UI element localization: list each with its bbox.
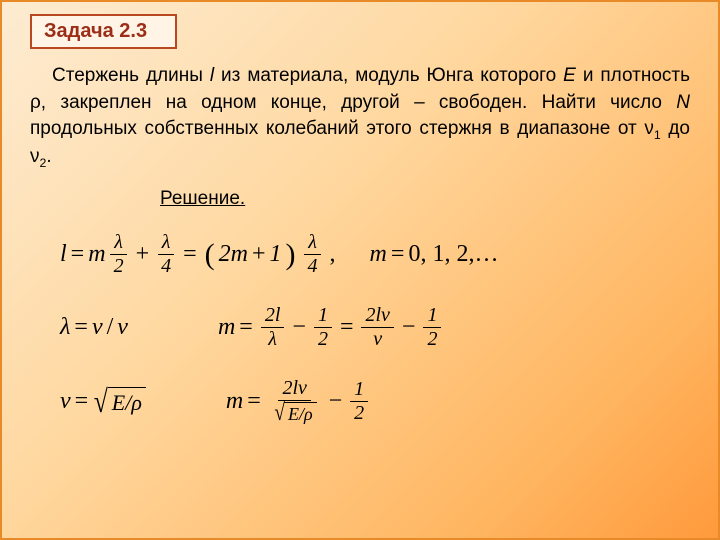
paren-r: ) [286, 238, 296, 272]
slash: / [107, 314, 114, 341]
frac-2lnu-sqrt: 2lν √ E/ρ [269, 378, 321, 424]
formula-row-3: v = √ E/ρ m = 2lν √ E/ρ − 1 [30, 378, 690, 424]
sqrt-E-rho-den: √ E/ρ [273, 402, 317, 424]
physics-slide: Задача 2.3 Стержень длины l из материала… [0, 0, 720, 540]
equals: = [71, 241, 85, 268]
equals: = [239, 314, 253, 341]
task-header-box: Задача 2.3 [30, 14, 177, 49]
var-m: m [370, 241, 387, 268]
frac-half: 1 2 [314, 305, 332, 350]
minus: − [292, 314, 306, 341]
paren-l: ( [205, 238, 215, 272]
sqrt-sign-icon: √ [274, 404, 285, 426]
frac-lambda-4: λ 4 [157, 232, 175, 277]
frac-half-b: 1 2 [423, 305, 441, 350]
text-2m: 2m [219, 241, 248, 268]
equals: = [247, 388, 261, 415]
formula-lambda: λ = v / ν [60, 314, 128, 341]
formula-row-1: l = m λ 2 + λ 4 = ( 2m + 1 ) λ 4 , m [30, 232, 690, 277]
frac-2lnu-v: 2lν v [361, 305, 393, 350]
formula-m-lambda: m = 2l λ − 1 2 = 2lν v − 1 2 [218, 305, 446, 350]
var-m: m [218, 314, 235, 341]
equals: = [391, 241, 405, 268]
var-nu: ν [117, 314, 128, 341]
equals: = [340, 314, 354, 341]
formula-wave-speed: v = √ E/ρ [60, 387, 146, 416]
frac-2l-lambda: 2l λ [261, 305, 285, 350]
frac-lambda-4b: λ 4 [304, 232, 322, 277]
var-l: l [60, 241, 67, 268]
equals: = [75, 388, 89, 415]
sqrt-sign-icon: √ [94, 389, 108, 418]
factor-m: m [88, 241, 105, 268]
minus: − [329, 388, 343, 415]
var-v: v [92, 314, 103, 341]
var-v: v [60, 388, 71, 415]
task-header-text: Задача 2.3 [44, 20, 147, 42]
sqrt-body: E/ρ [284, 402, 317, 424]
plus: + [136, 241, 150, 268]
text-1: 1 [270, 241, 282, 268]
plus: + [252, 241, 266, 268]
formula-m-final: m = 2lν √ E/ρ − 1 2 [226, 378, 372, 424]
frac-half-c: 1 2 [350, 379, 368, 424]
den-sqrt: √ E/ρ [269, 401, 321, 424]
solution-label: Решение. [160, 188, 690, 210]
sqrt-body: E/ρ [108, 387, 146, 416]
problem-statement: Стержень длины l из материала, модуль Юн… [30, 63, 690, 172]
comma: , [330, 241, 336, 268]
equals: = [74, 314, 88, 341]
formula-row-2: λ = v / ν m = 2l λ − 1 2 = 2lν v − [30, 305, 690, 350]
sqrt-E-rho: √ E/ρ [92, 387, 146, 416]
equals: = [183, 241, 197, 268]
formula-length-modes: l = m λ 2 + λ 4 = ( 2m + 1 ) λ 4 , m [60, 232, 498, 277]
frac-lambda-2: λ 2 [110, 232, 128, 277]
m-values: 0, 1, 2,… [408, 241, 498, 268]
var-lambda: λ [60, 314, 70, 341]
minus: − [402, 314, 416, 341]
var-m: m [226, 388, 243, 415]
